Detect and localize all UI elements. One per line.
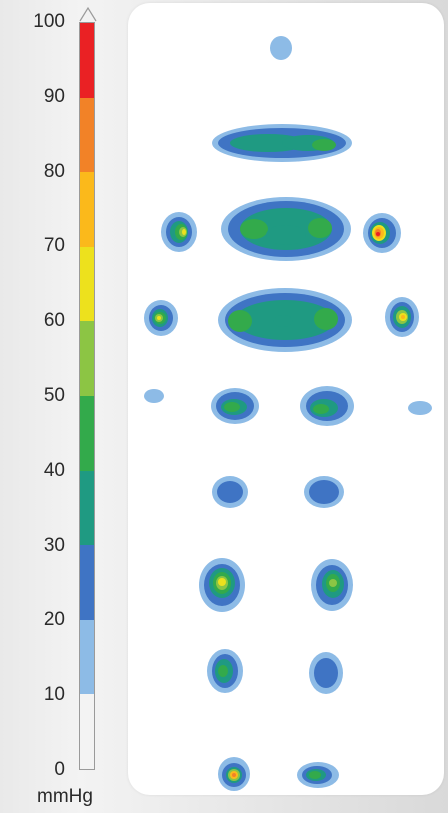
- pressure-region-left-knee: [199, 558, 245, 612]
- pressure-contour: [240, 219, 268, 239]
- scale-tick-label: 60: [43, 310, 65, 332]
- pressure-contour: [314, 308, 338, 330]
- scale-tick-label: 80: [43, 160, 65, 182]
- scale-band-80-90: [80, 97, 94, 173]
- scale-band-0-10: [80, 694, 94, 769]
- pressure-contour: [314, 658, 338, 688]
- pressure-region-lower-back: [218, 288, 352, 352]
- scale-band-40-50: [80, 396, 94, 471]
- scale-tick-label: 10: [43, 684, 65, 706]
- scale-band-70-80: [80, 172, 94, 247]
- pressure-contour: [224, 402, 240, 412]
- pressure-contour: [308, 218, 332, 238]
- scale-tick-label: 50: [43, 385, 65, 406]
- scale-band-20-30: [80, 545, 94, 620]
- pressure-contour: [408, 401, 432, 415]
- pressure-contour: [329, 579, 337, 587]
- pressure-region-right-elbow: [385, 297, 419, 337]
- pressure-contour: [270, 36, 292, 60]
- pressure-region-left-calf: [207, 649, 243, 693]
- pressure-contour: [309, 480, 339, 504]
- pressure-region-left-upper-arm: [161, 212, 197, 252]
- pressure-map-panel: [128, 3, 444, 795]
- pressure-contour: [273, 315, 293, 327]
- pressure-contour: [157, 316, 161, 320]
- scale-tick-label: 70: [43, 235, 65, 257]
- pressure-contour: [218, 578, 226, 586]
- scale-band-90-100: [80, 23, 94, 98]
- scale-band-10-20: [80, 619, 94, 695]
- pressure-region-right-upper-arm: [363, 213, 401, 253]
- pressure-contour: [144, 389, 164, 403]
- scale-band-60-70: [80, 246, 94, 322]
- scale-tick-label: 0: [54, 759, 65, 780]
- pressure-region-shoulder-band: [212, 124, 352, 162]
- scale-tick-label: 40: [43, 459, 65, 481]
- pressure-region-right-thigh: [304, 476, 344, 508]
- pressure-region-left-thigh: [212, 476, 248, 508]
- pressure-region-left-hand: [144, 389, 164, 403]
- scale-tick-label: 30: [43, 534, 65, 556]
- pressure-region-right-knee: [311, 559, 353, 611]
- pressure-region-head-spot: [270, 36, 292, 60]
- pressure-contour: [401, 315, 405, 319]
- pressure-contour: [182, 229, 186, 235]
- scale-band-50-60: [80, 321, 94, 397]
- pressure-region-upper-back: [221, 197, 351, 261]
- pressure-contour: [217, 481, 243, 503]
- pressure-contour: [376, 232, 380, 236]
- scale-band-30-40: [80, 470, 94, 546]
- pressure-contour: [313, 404, 329, 414]
- pressure-contour: [266, 225, 306, 245]
- pressure-region-right-calf: [309, 652, 343, 694]
- pressure-region-right-hand: [408, 401, 432, 415]
- scale-tick-label: 100: [33, 11, 65, 32]
- pressure-contour: [312, 139, 336, 151]
- pressure-contour: [309, 771, 321, 779]
- pressure-contour: [228, 310, 252, 332]
- pressure-region-left-buttock: [211, 388, 259, 424]
- pressure-region-left-elbow: [144, 300, 178, 336]
- scale-max-arrow-icon: [79, 6, 97, 22]
- pressure-region-right-buttock: [300, 386, 354, 426]
- color-scale-bar: [79, 22, 95, 770]
- scale-tick-label: 20: [43, 609, 65, 631]
- scale-tick-label: 90: [43, 85, 65, 107]
- pressure-map: [144, 36, 432, 791]
- pressure-scale: 0 10 20 30 40 50 60 70 80 90 100 mmHg: [0, 0, 125, 813]
- pressure-region-right-heel: [297, 762, 339, 788]
- pressure-contour: [218, 665, 228, 677]
- pressure-contour: [232, 773, 236, 777]
- pressure-region-left-heel: [218, 757, 250, 791]
- unit-label: mmHg: [37, 786, 93, 807]
